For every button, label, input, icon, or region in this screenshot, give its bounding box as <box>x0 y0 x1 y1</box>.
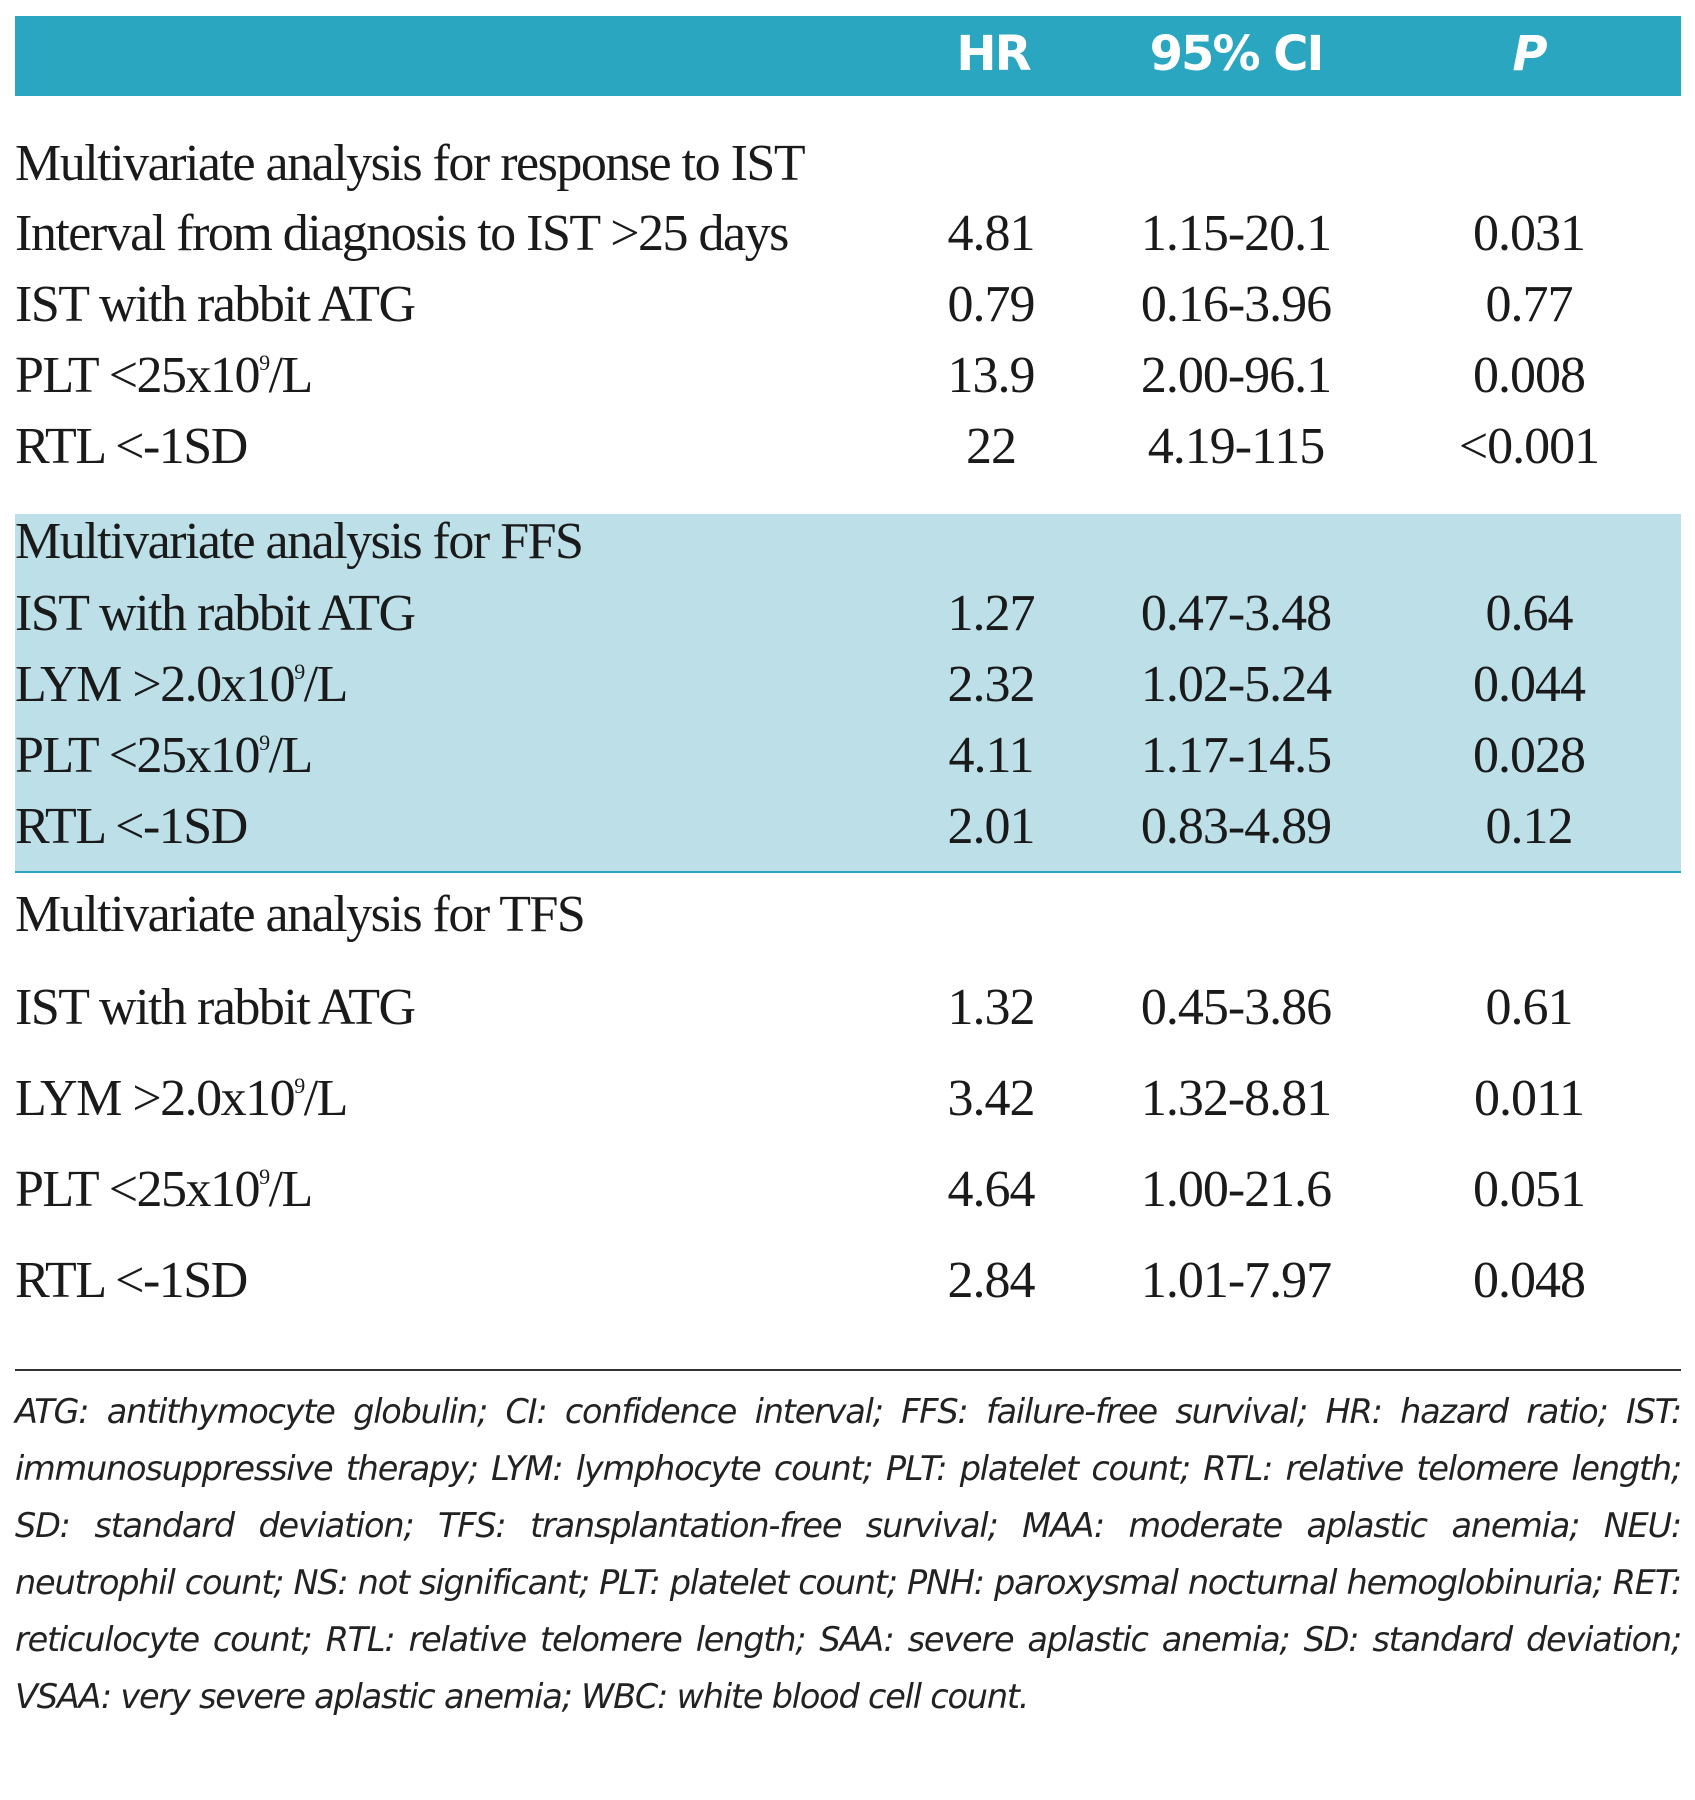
section-title: Multivariate analysis for FFS <box>15 513 584 570</box>
p-value: 0.77 <box>1485 276 1574 333</box>
hr-value: 13.9 <box>947 347 1036 404</box>
column-header-hr: HR <box>956 26 1031 82</box>
ci-value: 0.47-3.48 <box>1140 585 1332 642</box>
ci-value: 1.17-14.5 <box>1140 727 1332 784</box>
hr-value: 2.84 <box>947 1252 1036 1309</box>
p-value: 0.048 <box>1473 1252 1586 1309</box>
hr-value: 1.27 <box>947 585 1036 642</box>
table-footnote: ATG: antithymocyte globulin; CI: confide… <box>15 1369 1682 1725</box>
p-value: 0.051 <box>1473 1161 1586 1218</box>
p-value: 0.028 <box>1473 727 1586 784</box>
ci-value: 1.15-20.1 <box>1140 205 1332 262</box>
hr-value: 2.32 <box>947 656 1036 713</box>
results-table: HR 95% CI P Multivariate analysis for re… <box>15 16 1682 1716</box>
p-value: 0.61 <box>1485 979 1574 1036</box>
table-row: PLT <25x109/L 13.9 2.00-96.1 0.008 <box>15 347 1586 404</box>
table-row: Interval from diagnosis to IST >25 days … <box>15 205 1586 262</box>
table-row: IST with rabbit ATG 1.27 0.47-3.48 0.64 <box>15 585 1574 642</box>
ci-value: 4.19-115 <box>1147 418 1325 475</box>
column-header-ci: 95% CI <box>1149 26 1325 82</box>
ci-value: 1.01-7.97 <box>1140 1252 1332 1309</box>
hr-value: 4.64 <box>947 1161 1036 1218</box>
p-value: 0.008 <box>1473 347 1586 404</box>
ci-value: 1.02-5.24 <box>1140 656 1332 713</box>
table-row: RTL <-1SD 2.01 0.83-4.89 0.12 <box>15 798 1574 855</box>
p-value: 0.64 <box>1485 585 1574 642</box>
section-response-to-ist: Multivariate analysis for response to IS… <box>15 96 1681 514</box>
p-value: 0.031 <box>1473 205 1586 262</box>
ci-value: 1.32-8.81 <box>1140 1070 1332 1127</box>
hr-value: 4.11 <box>948 727 1034 784</box>
ci-value: 1.00-21.6 <box>1140 1161 1332 1218</box>
p-value: 0.044 <box>1473 656 1586 713</box>
section-title: Multivariate analysis for response to IS… <box>15 135 806 192</box>
column-header-p: P <box>1512 26 1547 82</box>
table-row: RTL <-1SD 22 4.19-115 <0.001 <box>15 418 1600 475</box>
ci-value: 0.45-3.86 <box>1140 979 1332 1036</box>
hr-value: 22 <box>966 418 1017 475</box>
hr-value: 3.42 <box>947 1070 1036 1127</box>
hr-value: 1.32 <box>947 979 1036 1036</box>
table-row: IST with rabbit ATG 0.79 0.16-3.96 0.77 <box>15 276 1574 333</box>
section-ffs: Multivariate analysis for FFS IST with r… <box>15 513 1681 873</box>
ci-value: 2.00-96.1 <box>1140 347 1332 404</box>
ci-value: 0.83-4.89 <box>1140 798 1332 855</box>
hr-value: 0.79 <box>947 276 1036 333</box>
hr-value: 4.81 <box>947 205 1036 262</box>
table-row: LYM >2.0x109/L 2.32 1.02-5.24 0.044 <box>15 656 1586 713</box>
ci-value: 0.16-3.96 <box>1140 276 1332 333</box>
section-tfs: Multivariate analysis for TFS IST with r… <box>15 886 1586 1309</box>
p-value: <0.001 <box>1458 418 1600 475</box>
table-header: HR 95% CI P <box>15 16 1681 96</box>
table-row: PLT <25x109/L 4.11 1.17-14.5 0.028 <box>15 727 1586 784</box>
p-value: 0.011 <box>1473 1070 1585 1127</box>
p-value: 0.12 <box>1485 798 1574 855</box>
hr-value: 2.01 <box>947 798 1036 855</box>
